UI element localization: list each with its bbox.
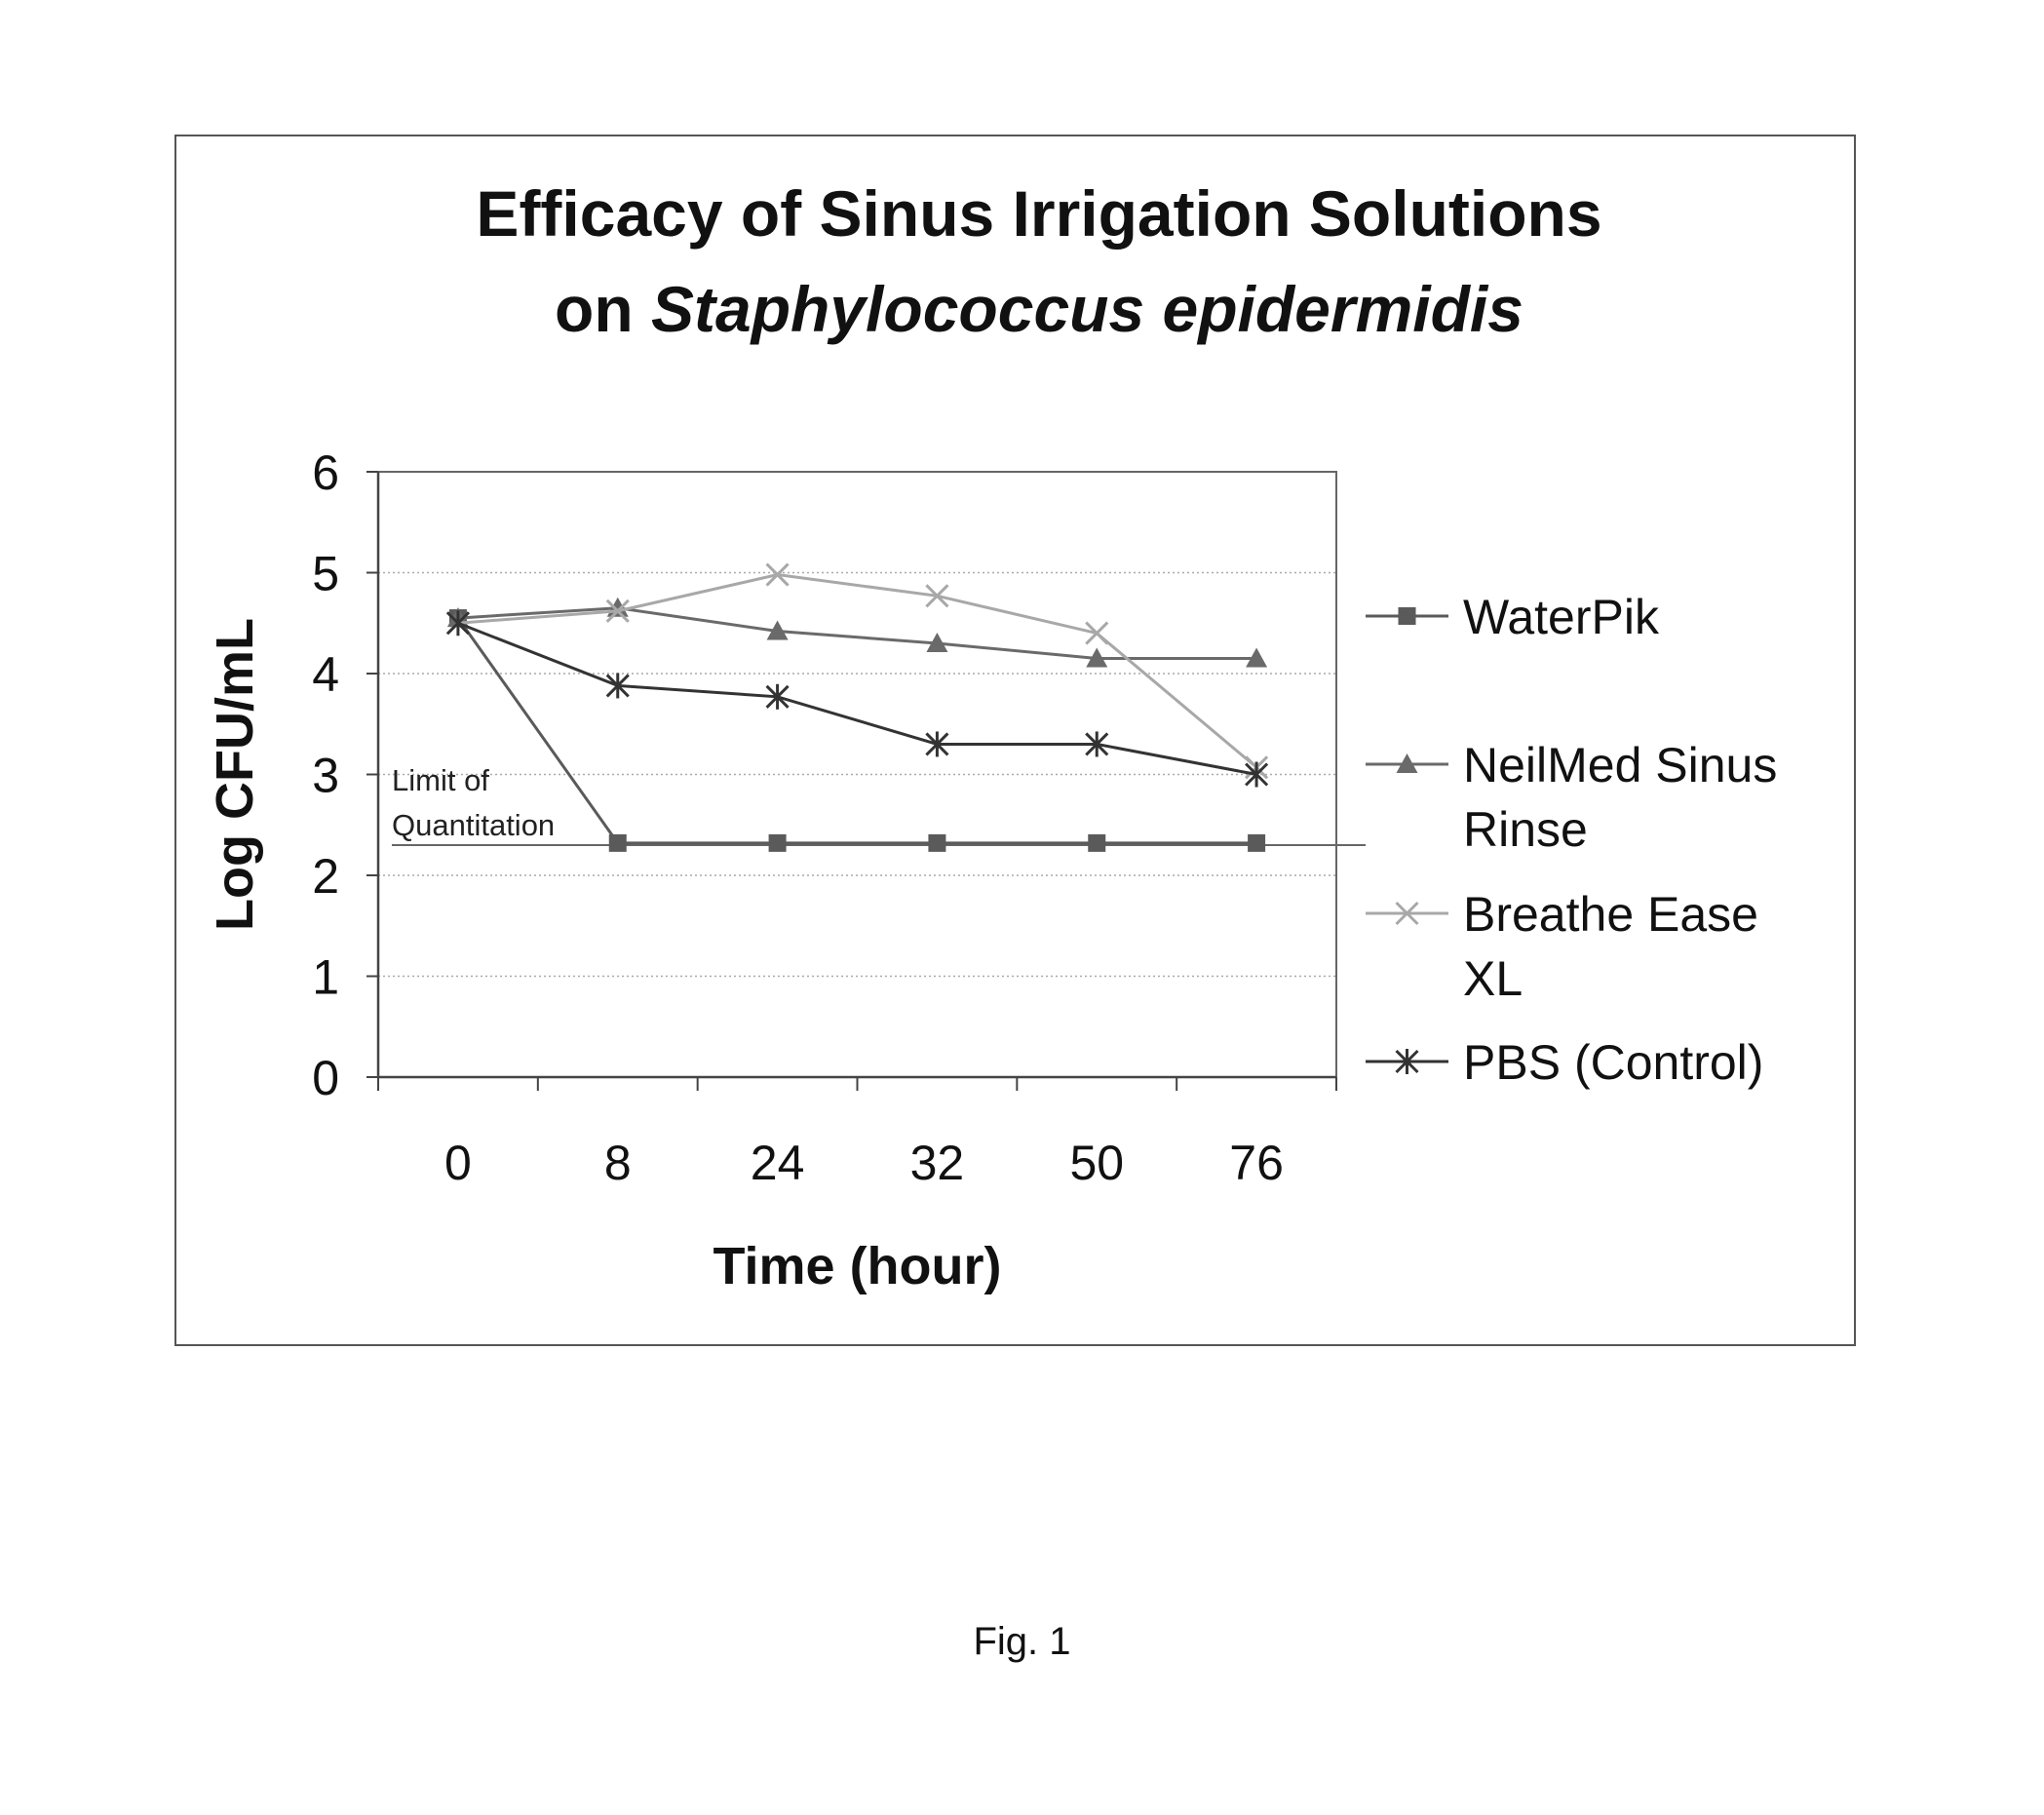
series-line-waterpik xyxy=(458,618,1256,843)
x-tick-label: 8 xyxy=(604,1136,632,1190)
series-line-neilmed-sinus-rinse xyxy=(458,608,1256,659)
data-point-waterpik xyxy=(609,834,627,852)
data-point-waterpik xyxy=(1248,834,1265,852)
series-waterpik xyxy=(449,609,1265,852)
x-tick-label: 0 xyxy=(444,1136,472,1190)
gridlines xyxy=(378,573,1336,977)
y-tick-label: 2 xyxy=(312,849,339,904)
data-point-waterpik xyxy=(769,834,787,852)
chart-title-organism: Staphylococcus epidermidis xyxy=(651,273,1523,345)
x-tick-label: 50 xyxy=(1069,1136,1124,1190)
legend-label: NeilMed Sinus xyxy=(1463,738,1777,792)
y-tick-label: 0 xyxy=(312,1051,339,1105)
y-tick-label: 4 xyxy=(312,647,339,702)
legend-item-neilmed-sinus-rinse: NeilMed Sinus Rinse xyxy=(1366,738,1777,857)
y-tick-label: 3 xyxy=(312,749,339,803)
data-point-waterpik xyxy=(1088,834,1105,852)
legend-label: Breathe Ease xyxy=(1463,887,1758,942)
x-tick-labels: 0 8 24 32 50 76 xyxy=(444,1136,1284,1190)
data-point-waterpik xyxy=(928,834,945,852)
data-point-breathe-ease-xl xyxy=(1086,623,1107,644)
limit-of-quantitation: Limit of Quantitation xyxy=(392,763,1366,845)
figure-caption: Fig. 1 xyxy=(0,1620,2044,1664)
data-series xyxy=(447,564,1267,852)
chart-title-prefix: on xyxy=(555,273,651,345)
x-axis-title: Time (hour) xyxy=(713,1237,1002,1295)
y-axis-title: Log CFU/mL xyxy=(206,618,264,931)
limit-of-quantitation-label-line-2: Quantitation xyxy=(392,808,555,842)
legend-item-breathe-ease-xl: Breathe Ease XL xyxy=(1366,887,1758,1006)
y-tick-labels: 0 1 2 3 4 5 6 xyxy=(312,445,339,1105)
legend-label: WaterPik xyxy=(1463,590,1660,644)
legend-swatch-marker xyxy=(1399,607,1416,625)
y-tick-label: 1 xyxy=(312,950,339,1005)
legend-item-pbs-control: PBS (Control) xyxy=(1366,1035,1763,1090)
legend-item-waterpik: WaterPik xyxy=(1366,590,1660,644)
limit-of-quantitation-label-line-1: Limit of xyxy=(392,763,489,797)
chart-title-line-1: Efficacy of Sinus Irrigation Solutions xyxy=(476,177,1601,250)
series-breathe-ease-xl xyxy=(447,564,1267,779)
series-neilmed-sinus-rinse xyxy=(447,598,1267,668)
legend-label: PBS (Control) xyxy=(1463,1035,1763,1090)
line-chart: Efficacy of Sinus Irrigation Solutions o… xyxy=(176,136,1858,1348)
x-tick-label: 32 xyxy=(910,1136,965,1190)
legend: WaterPik NeilMed Sinus Rinse Breathe Ease XL… xyxy=(1366,590,1777,1090)
x-tick-label: 76 xyxy=(1229,1136,1284,1190)
legend-label: Rinse xyxy=(1463,802,1588,857)
y-tick-label: 5 xyxy=(312,547,339,601)
axes xyxy=(366,472,1336,1091)
chart-frame: Efficacy of Sinus Irrigation Solutions o… xyxy=(174,135,1856,1346)
series-line-pbs-control xyxy=(458,623,1256,774)
y-tick-label: 6 xyxy=(312,445,339,500)
legend-label: XL xyxy=(1463,951,1523,1006)
chart-title-line-2: on Staphylococcus epidermidis xyxy=(555,273,1523,345)
x-tick-label: 24 xyxy=(751,1136,805,1190)
